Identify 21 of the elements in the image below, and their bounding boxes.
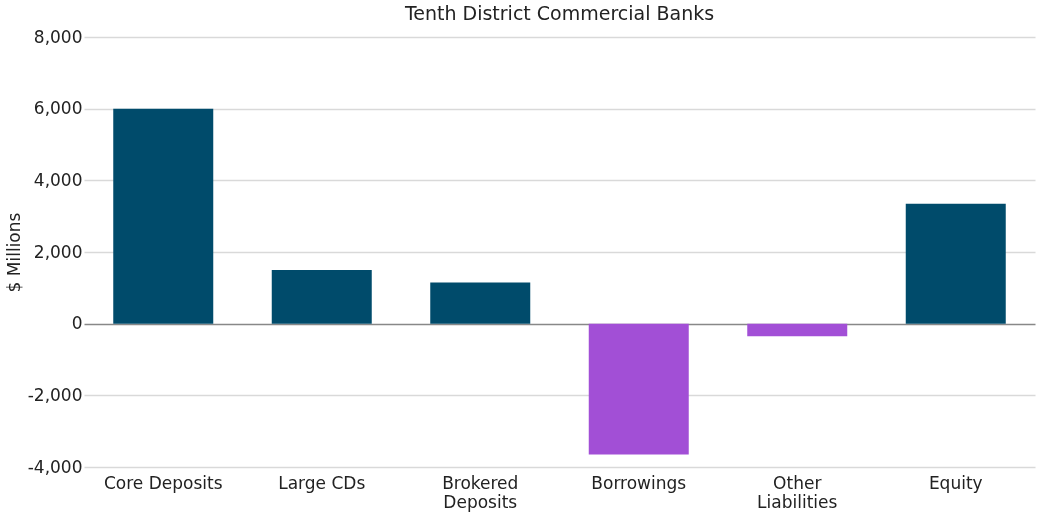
y-tick-label: 8,000 [33,26,83,47]
x-tick-label: Core Deposits [103,472,223,493]
x-tick-label: Large CDs [278,472,366,493]
bar [905,203,1006,324]
x-tick-label: Borrowings [591,472,687,493]
y-tick-label: 4,000 [33,169,83,190]
bar [747,323,848,337]
x-tick-label: Other Liabilities [757,472,838,512]
y-tick-label: 6,000 [33,98,83,119]
bar [430,282,531,324]
bar [113,108,214,324]
y-tick-label: 0 [71,313,83,334]
bar [271,269,372,324]
y-tick-label: -4,000 [27,456,83,477]
bar [588,323,689,455]
chart-title: Tenth District Commercial Banks [403,2,715,24]
y-tick-label: -2,000 [27,384,83,405]
x-tick-label: Equity [928,472,983,493]
y-tick-label: 2,000 [33,241,83,262]
y-axis-title: $ Millions [3,212,24,293]
x-tick-label: Brokered Deposits [442,472,519,512]
